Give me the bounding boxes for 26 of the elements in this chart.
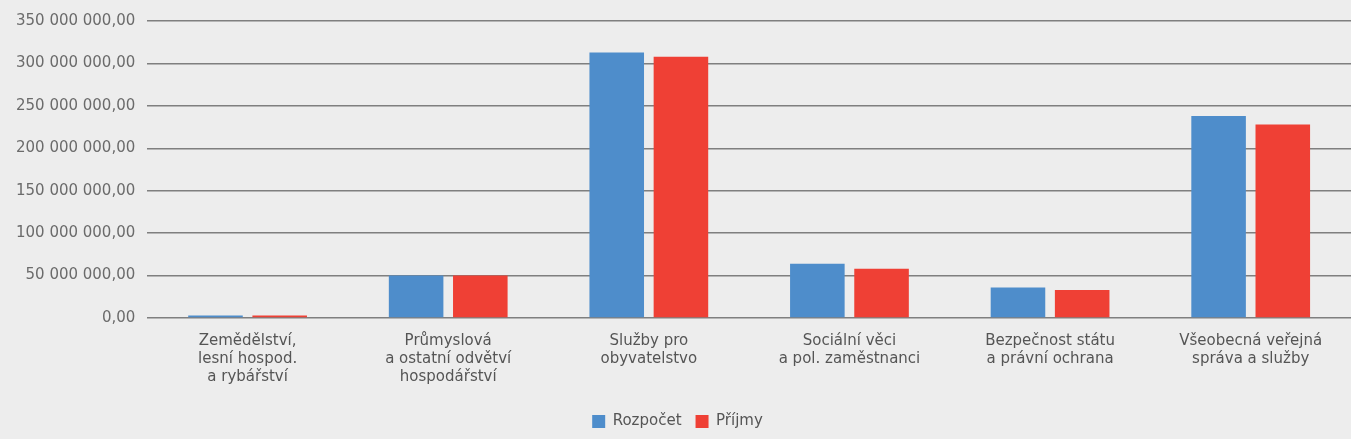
legend-label: Příjmy (716, 411, 763, 430)
x-tick-label: Průmyslová a ostatní odvětví hospodářství (385, 330, 513, 385)
bar (653, 56, 709, 318)
bar (453, 275, 508, 318)
y-tick-label: 200 000 000,00 (15, 138, 136, 157)
y-tick-label: 250 000 000,00 (15, 95, 136, 114)
x-tick-label: Všeobecná veřejná správa a služby (1179, 330, 1323, 367)
y-tick-label: 300 000 000,00 (15, 53, 136, 72)
bar (1054, 290, 1110, 318)
y-tick-label: 150 000 000,00 (15, 180, 136, 199)
y-tick-label: 100 000 000,00 (15, 223, 136, 242)
x-tick-label: Bezpečnost státu a právní ochrana (985, 330, 1115, 367)
y-tick-label: 50 000 000,00 (25, 265, 136, 284)
bar (1255, 124, 1311, 318)
bar (1191, 116, 1246, 318)
y-tick-label: 350 000 000,00 (15, 10, 136, 29)
bar (388, 275, 444, 318)
x-tick-label: Služby pro obyvatelstvo (600, 330, 698, 367)
legend-label: Rozpočet (612, 411, 682, 430)
bar (589, 52, 645, 318)
x-tick-label: Zemědělství, lesní hospod. a rybářství (198, 330, 298, 385)
x-tick-label: Sociální věci a pol. zaměstnanci (778, 330, 921, 367)
y-tick-label: 0,00 (101, 307, 136, 326)
bar (990, 287, 1046, 318)
bar (790, 263, 845, 318)
bar (854, 268, 909, 318)
